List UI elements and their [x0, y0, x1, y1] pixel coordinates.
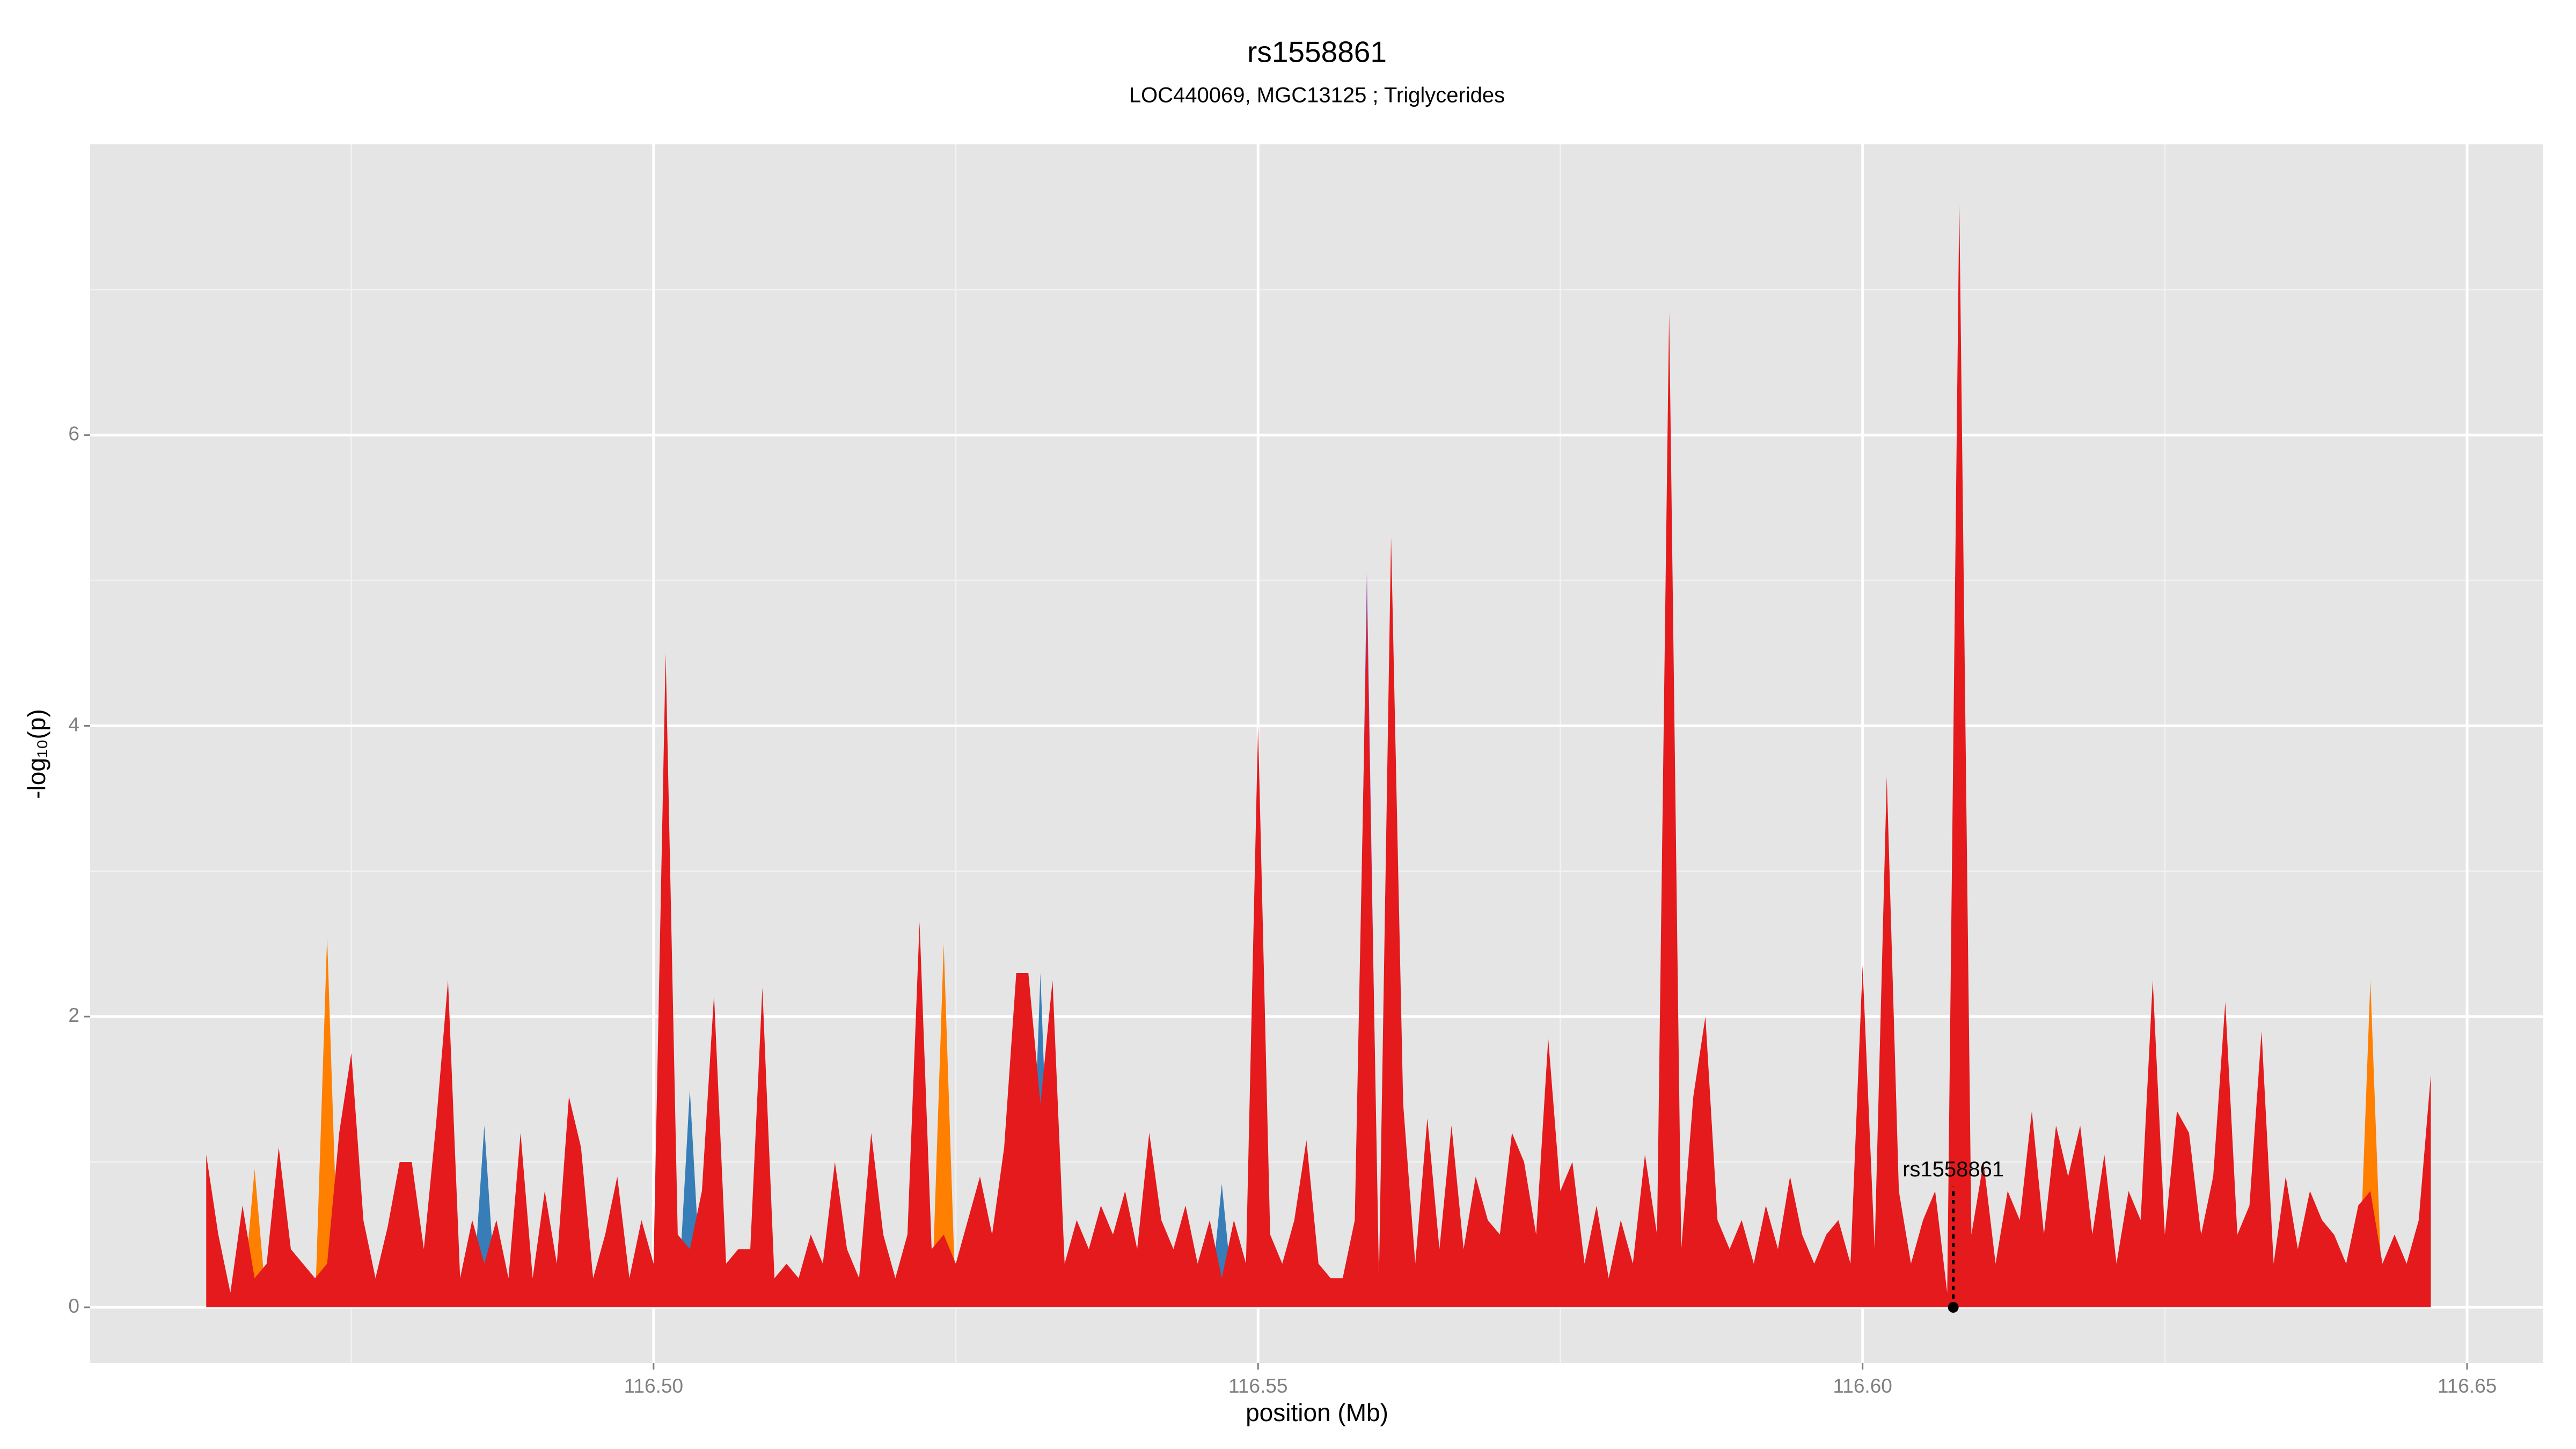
- x-tick-label: 116.50: [624, 1375, 683, 1397]
- x-tick-label: 116.65: [2438, 1375, 2497, 1397]
- x-tick-label: 116.55: [1228, 1375, 1287, 1397]
- annotation-point: [1948, 1301, 1959, 1313]
- area: [206, 202, 2431, 1307]
- marks: rs1558861: [206, 202, 2431, 1313]
- y-tick-label: 2: [68, 1004, 79, 1026]
- y-tick-label: 6: [68, 423, 79, 445]
- y-axis-title: -log₁₀(p): [23, 709, 50, 799]
- chart-subtitle: LOC440069, MGC13125 ; Triglycerides: [1129, 84, 1505, 107]
- plot-panel: [90, 144, 2543, 1363]
- x-tick-label: 116.60: [1833, 1375, 1892, 1397]
- x-axis-title: position (Mb): [1246, 1399, 1388, 1426]
- annotation-label: rs1558861: [1902, 1158, 2004, 1181]
- chart-title: rs1558861: [1247, 35, 1387, 69]
- axes: 0 2 4 6 116.50 116.55 116.60 116.65: [68, 423, 2497, 1397]
- y-tick-label: 4: [68, 713, 79, 735]
- y-tick-label: 0: [68, 1295, 79, 1317]
